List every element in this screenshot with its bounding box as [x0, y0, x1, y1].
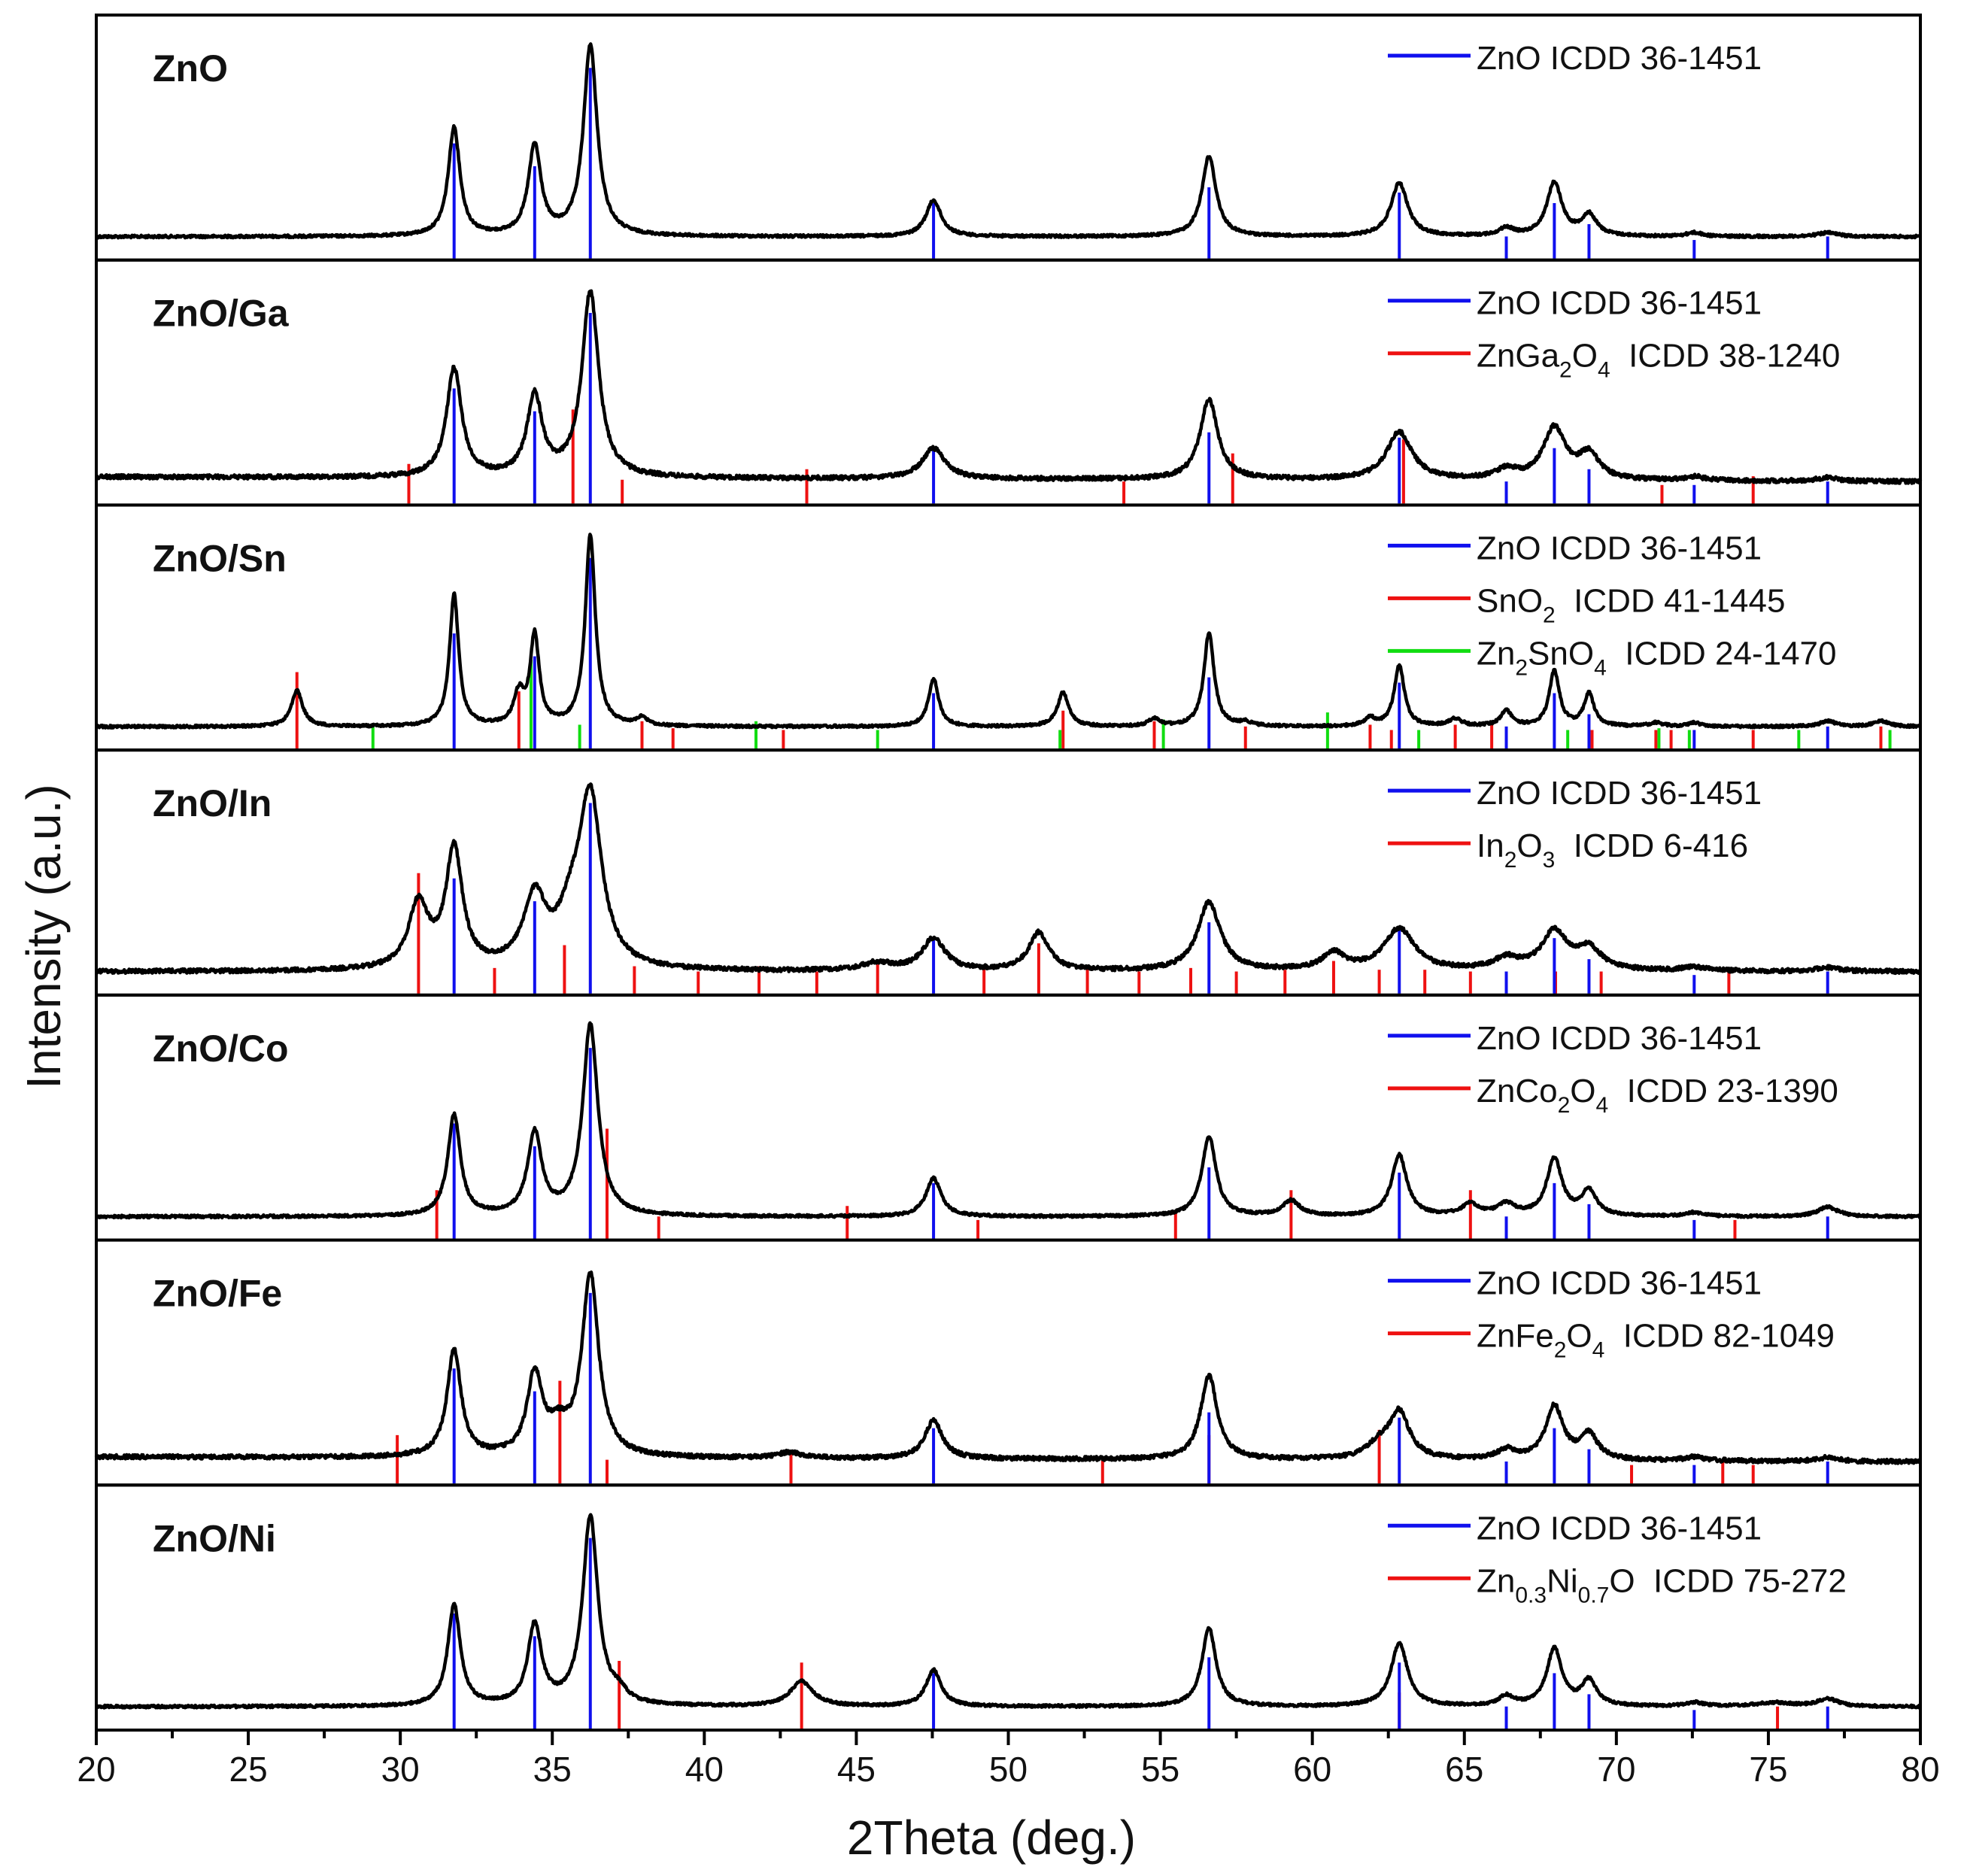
panel: ZnO/In ZnO ICDD 36-1451 In2O3 ICDD 6-416 — [95, 748, 1923, 997]
legend-entry: ZnO ICDD 36-1451 — [1477, 1510, 1762, 1547]
x-tick-label: 60 — [1293, 1750, 1331, 1789]
x-tick-label: 65 — [1445, 1750, 1483, 1789]
panel: ZnO/Ni ZnO ICDD 36-1451 Zn0.3Ni0.7O ICDD 7… — [95, 1483, 1922, 1732]
x-tick-label: 70 — [1597, 1750, 1635, 1789]
xrd-curve — [95, 1513, 1922, 1710]
legend-entry: ZnO ICDD 36-1451 — [1477, 1020, 1762, 1057]
panel: ZnO/Ga ZnO ICDD 36-1451 ZnGa2O4 ICDD 38-12… — [95, 258, 1923, 507]
legend-entry: ZnO ICDD 36-1451 — [1477, 775, 1762, 812]
y-axis-label: Intensity (a.u.) — [17, 784, 71, 1089]
xrd-curve — [95, 42, 1922, 240]
panel: ZnO/Sn ZnO ICDD 36-1451 SnO2 ICDD 41-1445 Z… — [95, 503, 1923, 752]
xrd-curve — [95, 1021, 1922, 1220]
legend-entry: SnO2 ICDD 41-1445 — [1477, 582, 1785, 627]
xrd-curve — [94, 1270, 1923, 1465]
x-tick-label: 50 — [989, 1750, 1028, 1789]
x-axis: 20 25 30 35 40 45 50 55 60 65 70 75 80 — [77, 1730, 1940, 1789]
legend-entry: ZnO ICDD 36-1451 — [1477, 40, 1762, 77]
legend-entry: Zn2SnO4 ICDD 24-1470 — [1477, 635, 1836, 680]
sample-label: ZnO/Sn — [153, 537, 287, 579]
panel: ZnO/Co ZnO ICDD 36-1451 ZnCo2O4 ICDD 23-13… — [95, 993, 1922, 1242]
x-tick-label: 25 — [229, 1750, 267, 1789]
x-tick-label: 75 — [1749, 1750, 1787, 1789]
sample-label: ZnO/Ni — [153, 1517, 276, 1559]
xrd-curve — [95, 289, 1923, 485]
x-tick-label: 35 — [533, 1750, 572, 1789]
x-tick-label: 30 — [381, 1750, 420, 1789]
legend-entry: ZnO ICDD 36-1451 — [1477, 285, 1762, 322]
legend-entry: ZnCo2O4 ICDD 23-1390 — [1477, 1073, 1838, 1118]
sample-label: ZnO/Fe — [153, 1273, 282, 1315]
panels-layer: ZnO ZnO ICDD 36-1451 ZnO/Ga ZnO ICDD 36-145… — [94, 14, 1923, 1732]
xrd-curve — [95, 533, 1923, 730]
x-tick-label: 45 — [837, 1750, 876, 1789]
legend-entry: ZnO ICDD 36-1451 — [1477, 530, 1762, 566]
legend-entry: In2O3 ICDD 6-416 — [1477, 827, 1748, 873]
legend-entry: ZnFe2O4 ICDD 82-1049 — [1477, 1318, 1835, 1363]
xrd-curve — [95, 782, 1923, 976]
sample-label: ZnO/Ga — [153, 293, 290, 335]
x-tick-label: 40 — [685, 1750, 724, 1789]
legend-entry: ZnO ICDD 36-1451 — [1477, 1265, 1762, 1302]
sample-label: ZnO — [153, 47, 228, 90]
x-tick-label: 55 — [1141, 1750, 1179, 1789]
legend-entry: Zn0.3Ni0.7O ICDD 75-272 — [1477, 1562, 1847, 1607]
legend-entry: ZnGa2O4 ICDD 38-1240 — [1477, 338, 1840, 383]
sample-label: ZnO/Co — [153, 1028, 289, 1070]
sample-label: ZnO/In — [153, 782, 272, 824]
x-axis-label: 2Theta (deg.) — [847, 1811, 1136, 1865]
x-tick-label: 20 — [77, 1750, 115, 1789]
x-tick-label: 80 — [1901, 1750, 1939, 1789]
